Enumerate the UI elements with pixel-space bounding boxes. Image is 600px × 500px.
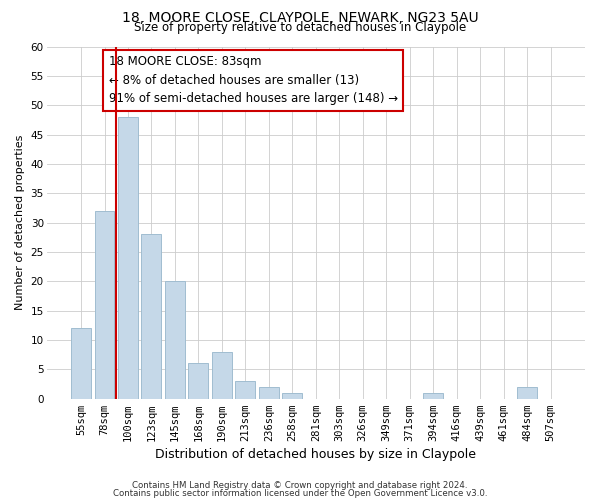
Bar xyxy=(165,282,185,399)
Text: Size of property relative to detached houses in Claypole: Size of property relative to detached ho… xyxy=(134,21,466,34)
Bar xyxy=(188,364,208,398)
Bar xyxy=(212,352,232,399)
Bar xyxy=(517,387,537,398)
Text: Contains public sector information licensed under the Open Government Licence v3: Contains public sector information licen… xyxy=(113,488,487,498)
Bar xyxy=(71,328,91,398)
X-axis label: Distribution of detached houses by size in Claypole: Distribution of detached houses by size … xyxy=(155,448,476,461)
Text: 18 MOORE CLOSE: 83sqm
← 8% of detached houses are smaller (13)
91% of semi-detac: 18 MOORE CLOSE: 83sqm ← 8% of detached h… xyxy=(109,56,398,106)
Bar xyxy=(423,393,443,398)
Text: 18, MOORE CLOSE, CLAYPOLE, NEWARK, NG23 5AU: 18, MOORE CLOSE, CLAYPOLE, NEWARK, NG23 … xyxy=(122,11,478,25)
Bar xyxy=(142,234,161,398)
Bar xyxy=(283,393,302,398)
Y-axis label: Number of detached properties: Number of detached properties xyxy=(15,135,25,310)
Bar xyxy=(95,211,115,398)
Text: Contains HM Land Registry data © Crown copyright and database right 2024.: Contains HM Land Registry data © Crown c… xyxy=(132,481,468,490)
Bar xyxy=(118,117,138,398)
Bar xyxy=(259,387,279,398)
Bar xyxy=(235,381,256,398)
